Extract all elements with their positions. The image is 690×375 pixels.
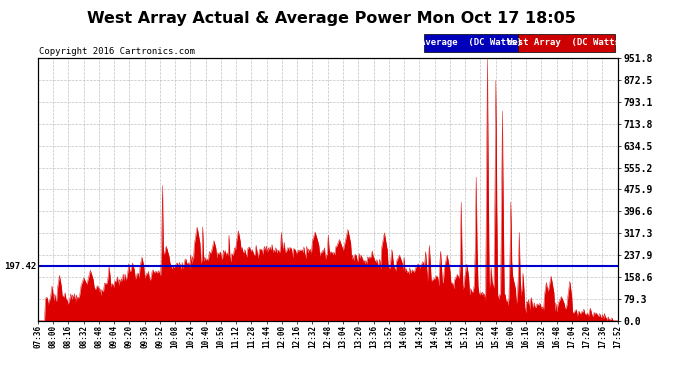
Text: West Array  (DC Watts): West Array (DC Watts)	[507, 38, 626, 47]
Text: 197.42: 197.42	[4, 262, 36, 271]
Text: Average  (DC Watts): Average (DC Watts)	[420, 38, 522, 47]
Text: Copyright 2016 Cartronics.com: Copyright 2016 Cartronics.com	[39, 46, 195, 56]
Text: West Array Actual & Average Power Mon Oct 17 18:05: West Array Actual & Average Power Mon Oc…	[87, 11, 575, 26]
